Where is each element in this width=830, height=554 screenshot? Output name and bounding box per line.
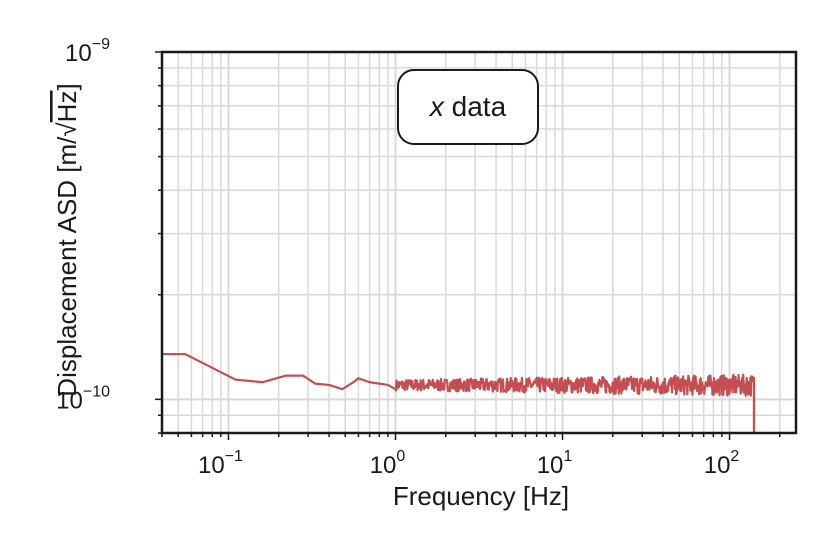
x-axis-label: Frequency [Hz] bbox=[393, 481, 569, 511]
x-tick-label: 102 bbox=[704, 448, 740, 479]
series-line bbox=[162, 352, 756, 433]
x-tick-label: 100 bbox=[370, 448, 406, 479]
sqrt-symbol: √ bbox=[52, 122, 82, 137]
y-tick-label: 10−9 bbox=[65, 36, 110, 67]
annotation-text: data bbox=[444, 91, 507, 122]
series-layer bbox=[162, 352, 756, 433]
plot-frame bbox=[160, 50, 798, 435]
tick-labels: 10−1 100 101 102 10−10 10−9 bbox=[56, 36, 739, 479]
y-tick-label: 10−10 bbox=[56, 383, 110, 414]
x-tick-label: 101 bbox=[537, 448, 573, 479]
x-tick-label: 10−1 bbox=[198, 448, 243, 479]
sqrt-radicand: Hz bbox=[52, 91, 82, 123]
y-axis-label-main: Displacement ASD [m/ bbox=[52, 136, 82, 397]
y-axis-label: Displacement ASD [m/√Hz] bbox=[52, 83, 82, 396]
svg-text:x data: x data bbox=[428, 91, 507, 122]
annotation-variable: x bbox=[428, 91, 445, 122]
svg-text:Displacement ASD [m/√Hz]: Displacement ASD [m/√Hz] bbox=[52, 83, 82, 396]
y-axis-label-close: ] bbox=[52, 83, 82, 90]
annotation-box: x data bbox=[397, 69, 539, 145]
